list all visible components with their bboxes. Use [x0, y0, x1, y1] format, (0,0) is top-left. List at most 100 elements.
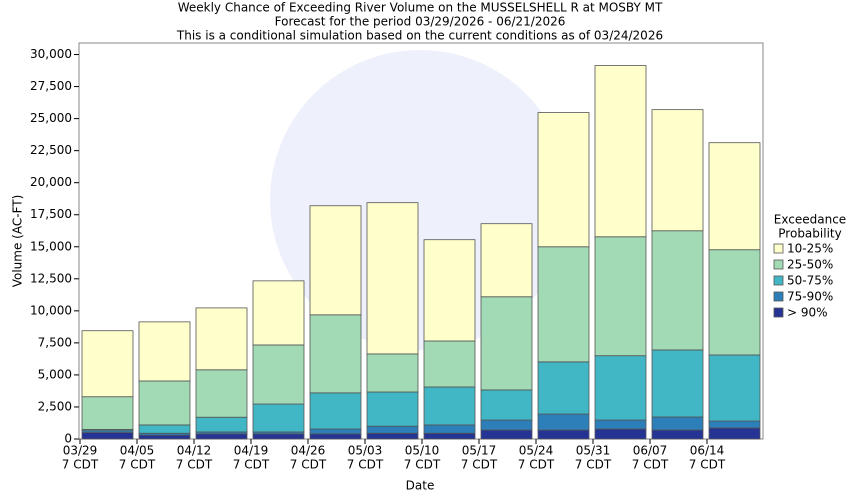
- bar-segment: [366, 391, 419, 427]
- bar-segment: [423, 386, 476, 426]
- bar-segment: [708, 142, 761, 251]
- bar-segment: [708, 354, 761, 422]
- y-tick-label: 5,000: [38, 367, 72, 381]
- x-tick-label: 04/05: [120, 444, 155, 458]
- bar-segment: [423, 432, 476, 440]
- x-tick-label: 06/07: [633, 444, 668, 458]
- x-tick-label: 7 CDT: [62, 458, 99, 472]
- bar-segment: [309, 428, 362, 435]
- chart-subtitle: Forecast for the period 03/29/2026 - 06/…: [275, 15, 566, 29]
- legend-title: Probability: [778, 227, 841, 241]
- bar-segment: [537, 246, 590, 363]
- x-tick-label: 05/24: [519, 444, 554, 458]
- y-tick-label: 10,000: [30, 303, 72, 317]
- y-tick-label: 17,500: [30, 207, 72, 221]
- bar-segment: [537, 361, 590, 415]
- bar-segment: [309, 205, 362, 316]
- bar-segment: [537, 429, 590, 440]
- bar-segment: [708, 420, 761, 429]
- bar-segment: [594, 236, 647, 357]
- bar-segment: [651, 429, 704, 440]
- x-tick-label: 7 CDT: [575, 458, 612, 472]
- bar-segment: [366, 353, 419, 393]
- legend-swatch: [773, 275, 784, 286]
- x-tick-label: 06/14: [690, 444, 725, 458]
- bar-segment: [594, 355, 647, 421]
- x-tick-label: 05/03: [348, 444, 383, 458]
- plot-frame: [78, 42, 764, 440]
- y-tick-label: 30,000: [30, 47, 72, 61]
- bar-segment: [195, 416, 248, 433]
- y-tick-label: 7,500: [38, 335, 72, 349]
- bar-segment: [651, 416, 704, 431]
- y-tick-label: 0: [64, 432, 72, 446]
- legend-swatch: [773, 243, 784, 254]
- bar-segment: [138, 380, 191, 426]
- bar-segment: [138, 424, 191, 434]
- bar-segment: [480, 419, 533, 431]
- legend-label: 10-25%: [787, 242, 833, 256]
- x-tick-label: 05/17: [462, 444, 497, 458]
- bar-segment: [81, 330, 134, 398]
- bar-segment: [423, 239, 476, 342]
- bar-segment: [423, 424, 476, 434]
- legend-label: > 90%: [787, 306, 828, 320]
- y-tick-label: 12,500: [30, 271, 72, 285]
- legend-swatch: [773, 291, 784, 302]
- bar-segment: [423, 340, 476, 388]
- x-tick-label: 7 CDT: [347, 458, 384, 472]
- bar-segment: [195, 433, 248, 440]
- bar-segment: [195, 307, 248, 371]
- x-tick-label: 05/31: [576, 444, 611, 458]
- bar-segment: [309, 433, 362, 440]
- bar-segment: [252, 403, 305, 433]
- legend-swatch: [773, 259, 784, 270]
- bar-segment: [594, 428, 647, 440]
- x-tick-label: 7 CDT: [290, 458, 327, 472]
- bar-segment: [708, 249, 761, 356]
- bar-segment: [708, 427, 761, 440]
- chart-subtitle: This is a conditional simulation based o…: [176, 29, 663, 43]
- y-tick-label: 22,500: [30, 143, 72, 157]
- legend-label: 75-90%: [787, 290, 833, 304]
- legend-swatch: [773, 307, 784, 318]
- x-tick-label: 04/12: [177, 444, 212, 458]
- bar-segment: [138, 321, 191, 382]
- x-tick-label: 05/10: [405, 444, 440, 458]
- y-tick-label: 25,000: [30, 111, 72, 125]
- bar-segment: [309, 392, 362, 430]
- bar-segment: [651, 109, 704, 232]
- bar-segment: [366, 425, 419, 434]
- bar-segment: [138, 434, 191, 440]
- bar-segment: [480, 429, 533, 440]
- y-tick-label: 2,500: [38, 399, 72, 413]
- legend-label: 25-50%: [787, 258, 833, 272]
- bar-segment: [309, 314, 362, 394]
- y-axis-label: Volume (AC-FT): [11, 195, 25, 288]
- x-tick-label: 7 CDT: [632, 458, 669, 472]
- x-tick-label: 03/29: [63, 444, 98, 458]
- bar-segment: [651, 349, 704, 418]
- bar-segment: [537, 112, 590, 248]
- bar-segment: [480, 296, 533, 391]
- x-tick-label: 04/26: [291, 444, 326, 458]
- x-axis-label: Date: [406, 479, 435, 493]
- x-tick-label: 7 CDT: [119, 458, 156, 472]
- x-tick-label: 7 CDT: [233, 458, 270, 472]
- x-tick-label: 7 CDT: [689, 458, 726, 472]
- bar-segment: [195, 369, 248, 418]
- bar-segment: [81, 396, 134, 430]
- bar-segment: [480, 389, 533, 421]
- bar-segment: [252, 433, 305, 440]
- bar-segment: [366, 202, 419, 355]
- bar-segment: [252, 280, 305, 346]
- legend-title: Exceedance: [774, 213, 846, 227]
- bar-segment: [594, 419, 647, 430]
- bar-segment: [252, 344, 305, 405]
- bar-segment: [651, 230, 704, 351]
- y-tick-label: 20,000: [30, 175, 72, 189]
- legend-label: 50-75%: [787, 274, 833, 288]
- x-tick-label: 7 CDT: [461, 458, 498, 472]
- bar-segment: [366, 432, 419, 440]
